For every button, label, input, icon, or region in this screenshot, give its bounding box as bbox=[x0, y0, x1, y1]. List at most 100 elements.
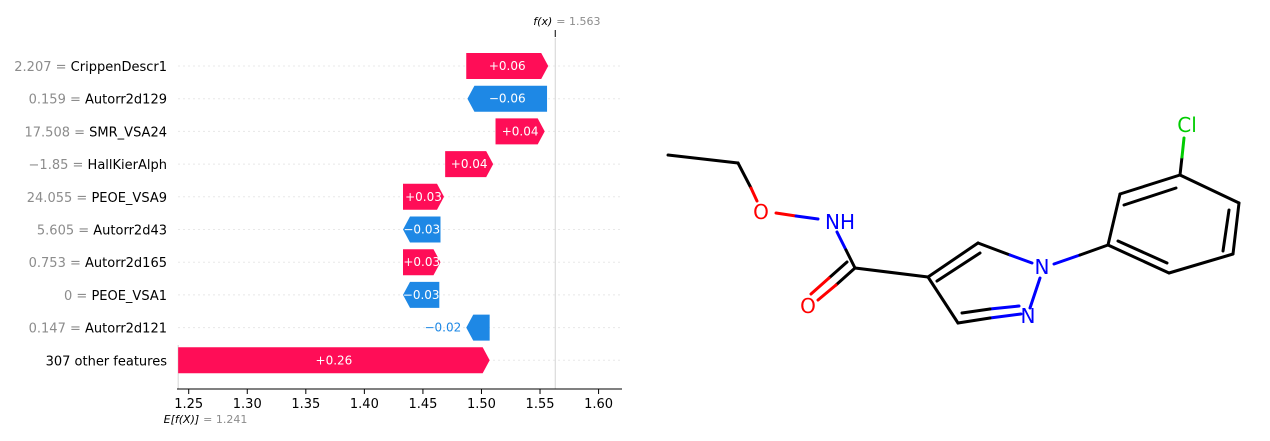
bond bbox=[794, 214, 820, 221]
equals-sign: = bbox=[66, 322, 85, 337]
ring-nitrogen-2-label: N bbox=[1021, 304, 1036, 328]
feature-value: −1.85 bbox=[29, 158, 69, 173]
feature-label: 0.147 = Autorr2d121 bbox=[29, 322, 167, 337]
bar-value-label: +0.04 bbox=[502, 124, 539, 138]
feature-value: 0.159 bbox=[29, 93, 66, 108]
bar-value-label: +0.03 bbox=[403, 255, 440, 269]
bond bbox=[1231, 201, 1241, 256]
bond bbox=[1118, 173, 1182, 196]
feature-name: PEOE_VSA9 bbox=[91, 191, 167, 206]
bar-value-label: −0.06 bbox=[489, 92, 526, 106]
equals-sign: = bbox=[74, 224, 93, 239]
equals-sign: = bbox=[66, 93, 85, 108]
chlorine-atom-label: Cl bbox=[1177, 113, 1197, 137]
feature-label: 307 other features bbox=[46, 354, 168, 369]
final-value-text: = 1.563 bbox=[556, 15, 600, 28]
bond bbox=[926, 241, 980, 279]
contribution-bar bbox=[403, 183, 444, 210]
bond bbox=[1028, 276, 1042, 310]
x-tick-label: 1.60 bbox=[584, 397, 613, 412]
contribution-bar bbox=[466, 53, 549, 79]
base-value-label: E[f(X)] bbox=[164, 413, 200, 426]
feature-label: 17.508 = SMR_VSA24 bbox=[25, 125, 168, 140]
feature-label: 0.159 = Autorr2d129 bbox=[29, 93, 167, 108]
feature-value: 24.055 bbox=[27, 191, 73, 206]
contribution-bar bbox=[445, 151, 494, 178]
bond bbox=[1116, 239, 1169, 265]
x-tick-label: 1.30 bbox=[233, 397, 262, 412]
feature-label: 2.207 = CrippenDescr1 bbox=[14, 60, 167, 75]
ring-nitrogen-1-label: N bbox=[1035, 255, 1050, 279]
feature-name: Autorr2d121 bbox=[85, 322, 167, 337]
x-tick-label: 1.45 bbox=[408, 397, 437, 412]
bond bbox=[816, 283, 838, 302]
feature-value: 2.207 bbox=[14, 60, 51, 75]
equals-sign: = bbox=[70, 125, 89, 140]
feature-name: CrippenDescr1 bbox=[71, 60, 167, 75]
contribution-bar bbox=[467, 85, 548, 112]
bond bbox=[1106, 243, 1171, 275]
x-tick-label: 1.35 bbox=[291, 397, 320, 412]
bar-value-label: +0.04 bbox=[451, 157, 488, 171]
carbonyl-oxygen-label: O bbox=[800, 294, 816, 318]
bond bbox=[1008, 253, 1034, 265]
bond bbox=[1122, 186, 1178, 207]
bond bbox=[774, 211, 798, 218]
bond bbox=[835, 230, 848, 252]
contribution-bar bbox=[495, 118, 545, 145]
bond bbox=[827, 260, 849, 280]
bond bbox=[988, 304, 1021, 311]
feature-name: SMR_VSA24 bbox=[89, 125, 167, 140]
feature-label: 0 = PEOE_VSA1 bbox=[64, 289, 167, 304]
bond bbox=[834, 266, 857, 287]
final-value-label: f(x) bbox=[533, 15, 552, 28]
x-tick-label: 1.50 bbox=[467, 397, 496, 412]
bond bbox=[1106, 192, 1122, 247]
bar-value-label: −0.03 bbox=[403, 223, 440, 237]
bond bbox=[844, 248, 857, 270]
bond bbox=[749, 186, 759, 203]
bar-value-label: +0.06 bbox=[489, 59, 526, 73]
feature-value: 5.605 bbox=[37, 224, 74, 239]
equals-sign: = bbox=[72, 191, 91, 206]
bond bbox=[976, 241, 1012, 257]
bond bbox=[1221, 208, 1231, 253]
bond bbox=[809, 276, 831, 296]
x-tick-label: 1.40 bbox=[350, 397, 379, 412]
contribution-bar bbox=[466, 314, 490, 341]
bond bbox=[1178, 155, 1184, 177]
feature-value: 0 bbox=[64, 289, 72, 304]
equals-sign: = bbox=[72, 289, 91, 304]
bond bbox=[926, 275, 960, 325]
bond bbox=[666, 153, 740, 165]
bond bbox=[1078, 243, 1110, 257]
bar-value-label: −0.03 bbox=[403, 288, 440, 302]
molecule-structure: Cl NH O O N N bbox=[666, 113, 1241, 328]
bond bbox=[1167, 252, 1235, 275]
feature-name: Autorr2d43 bbox=[93, 224, 167, 239]
feature-name: 307 other features bbox=[46, 354, 168, 369]
equals-sign: = bbox=[52, 60, 71, 75]
feature-label: 5.605 = Autorr2d43 bbox=[37, 224, 167, 239]
bond bbox=[935, 251, 982, 283]
bond bbox=[960, 307, 992, 315]
bar-value-label: +0.26 bbox=[316, 353, 353, 367]
feature-label: 24.055 = PEOE_VSA9 bbox=[27, 191, 167, 206]
feature-name: HallKierAlph bbox=[88, 158, 167, 173]
bond bbox=[1052, 253, 1082, 266]
feature-value: 17.508 bbox=[25, 125, 71, 140]
equals-sign: = bbox=[68, 158, 87, 173]
bond bbox=[1180, 136, 1186, 159]
feature-name: Autorr2d129 bbox=[85, 93, 167, 108]
contribution-bar bbox=[403, 281, 440, 308]
contribution-bar bbox=[403, 249, 441, 276]
equals-sign: = bbox=[66, 256, 85, 271]
feature-name: PEOE_VSA1 bbox=[91, 289, 167, 304]
x-tick-label: 1.55 bbox=[526, 397, 555, 412]
feature-value: 0.753 bbox=[29, 256, 66, 271]
contribution-bar bbox=[178, 347, 490, 374]
x-tick-label: 1.25 bbox=[174, 397, 203, 412]
bond bbox=[736, 161, 753, 190]
bar-value-label: −0.02 bbox=[424, 321, 461, 335]
feature-label: −1.85 = HallKierAlph bbox=[29, 158, 167, 173]
